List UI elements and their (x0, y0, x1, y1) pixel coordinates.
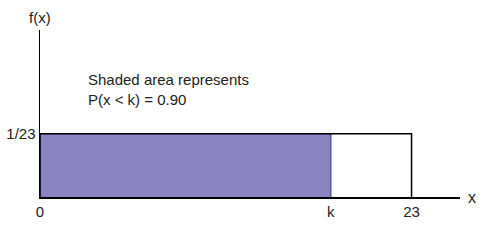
svg-text:k: k (327, 203, 335, 220)
svg-text:1/23: 1/23 (6, 125, 35, 142)
svg-text:0: 0 (36, 203, 44, 220)
svg-text:f(x): f(x) (29, 9, 51, 26)
svg-text:x: x (468, 189, 476, 206)
svg-text:Shaded area representsP(x < k): Shaded area representsP(x < k) = 0.90 (88, 71, 249, 108)
svg-text:23: 23 (403, 203, 420, 220)
